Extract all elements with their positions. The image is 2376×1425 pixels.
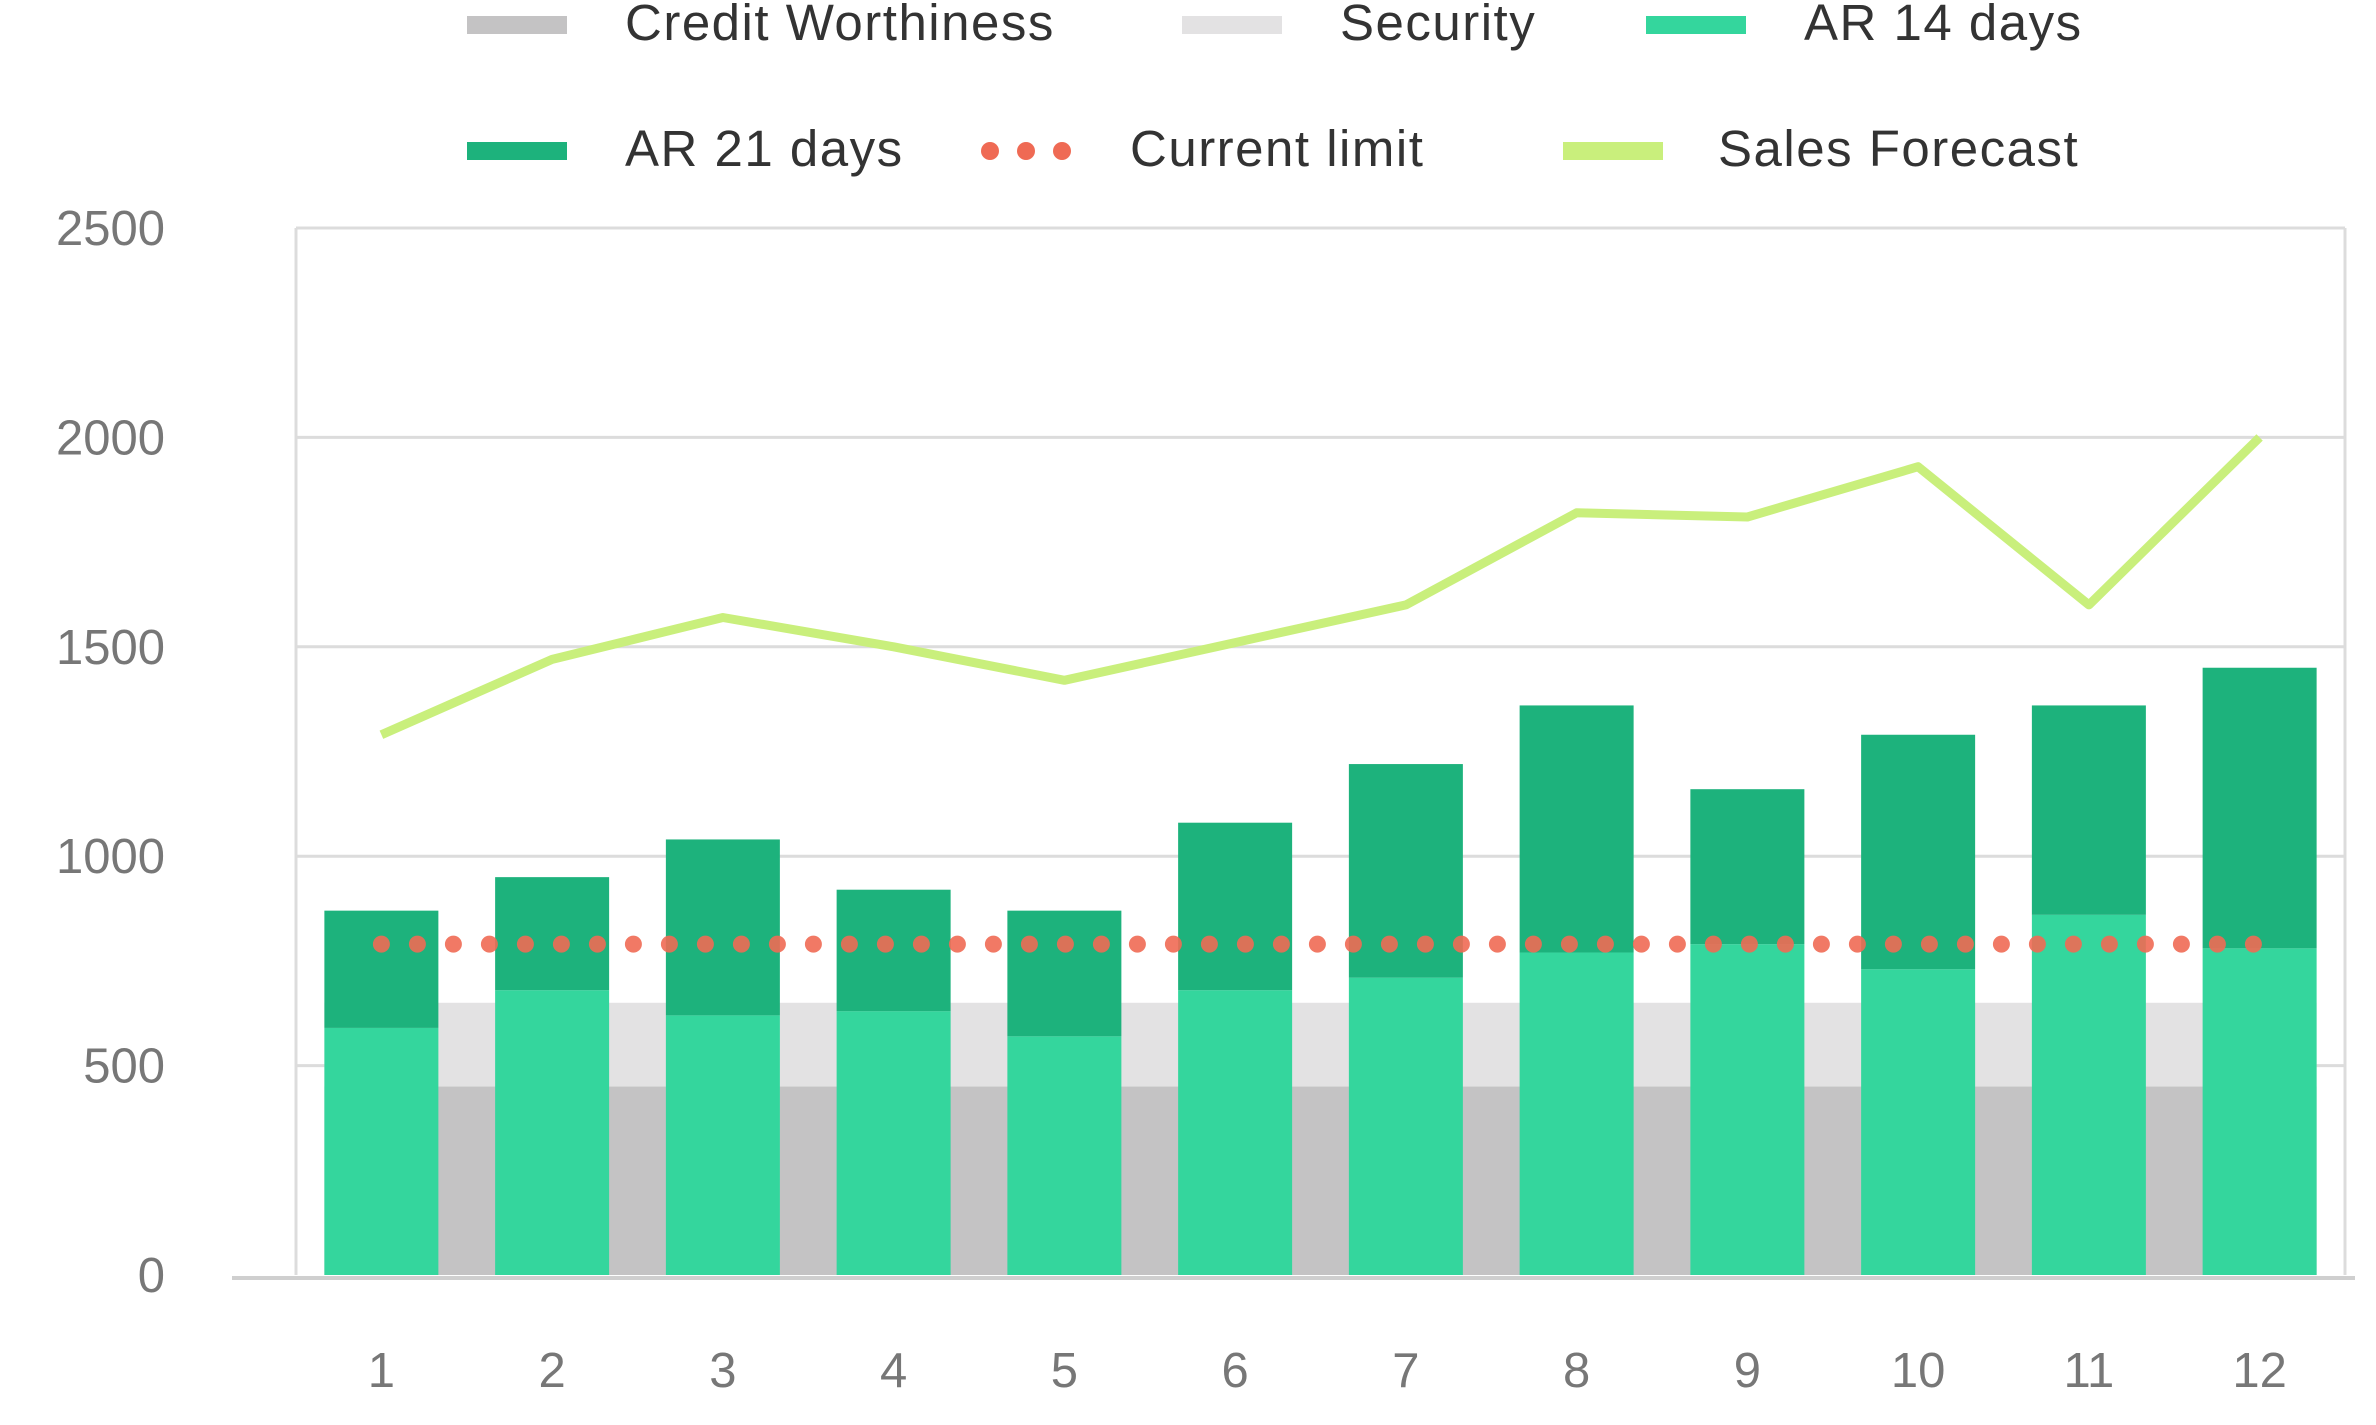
x-tick-label: 10	[1891, 1344, 1946, 1398]
bar-ar-14-days	[2202, 948, 2317, 1275]
x-tick-label: 1	[368, 1344, 395, 1398]
legend-label: AR 21 days	[625, 120, 904, 177]
bar-ar-21-days	[2031, 705, 2146, 915]
y-tick-label: 500	[83, 1040, 165, 1094]
legend-dot	[1017, 142, 1035, 160]
credit-worthiness-band	[324, 1086, 2317, 1275]
bar-ar-21-days	[1178, 822, 1293, 991]
bar-ar-14-days	[836, 1011, 951, 1275]
y-tick-label: 2500	[56, 202, 165, 256]
legend-label: Sales Forecast	[1718, 120, 2079, 177]
y-tick-label: 2000	[56, 411, 165, 465]
lines	[372, 434, 2269, 953]
legend-swatch	[467, 16, 567, 34]
legend-label: Current limit	[1130, 120, 1424, 177]
bar-ar-14-days	[1861, 969, 1976, 1275]
bar-ar-14-days	[1007, 1036, 1122, 1275]
bar-ar-14-days	[665, 1015, 780, 1275]
x-tick-label: 9	[1734, 1344, 1761, 1398]
bar-ar-14-days	[495, 990, 610, 1275]
bar-ar-21-days	[1519, 705, 1634, 953]
x-tick-label: 4	[880, 1344, 907, 1398]
legend: Credit Worthiness Security AR 14 days AR 21…	[467, 0, 2083, 177]
x-tick-label: 5	[1051, 1344, 1078, 1398]
y-tick-label: 1000	[56, 830, 165, 884]
legend-dot	[1053, 142, 1071, 160]
y-tick-label: 1500	[56, 621, 165, 675]
x-tick-label: 8	[1563, 1344, 1590, 1398]
sales-forecast-line	[379, 434, 2263, 739]
bars	[324, 667, 2317, 1275]
bar-ar-14-days	[1178, 990, 1293, 1275]
bar-ar-21-days	[495, 877, 610, 991]
bar-ar-21-days	[1861, 734, 1976, 970]
x-tick-label: 2	[538, 1344, 565, 1398]
bar-ar-21-days	[324, 910, 439, 1028]
bar-ar-14-days	[1519, 952, 1634, 1275]
legend-dot	[981, 142, 999, 160]
bar-ar-14-days	[1348, 977, 1463, 1275]
bar-ar-21-days	[1690, 789, 1805, 945]
x-tick-label: 3	[709, 1344, 736, 1398]
legend-swatch	[1563, 142, 1663, 160]
bar-ar-21-days	[2202, 667, 2317, 949]
y-tick-label: 0	[138, 1249, 165, 1303]
bar-ar-14-days	[1690, 944, 1805, 1275]
bar-ar-21-days	[1348, 764, 1463, 978]
legend-label: Credit Worthiness	[625, 0, 1055, 51]
bar-ar-14-days	[324, 1027, 439, 1275]
x-tick-label: 12	[2232, 1344, 2287, 1398]
x-tick-label: 6	[1221, 1344, 1248, 1398]
legend-swatch	[467, 142, 567, 160]
x-tick-label: 7	[1392, 1344, 1419, 1398]
legend-label: AR 14 days	[1804, 0, 2083, 51]
legend-label: Security	[1340, 0, 1536, 51]
legend-swatch	[1182, 16, 1282, 34]
bar-ar-14-days	[2031, 914, 2146, 1275]
background-bands	[324, 1002, 2317, 1275]
bar-ar-21-days	[665, 839, 780, 1016]
legend-swatch	[1646, 16, 1746, 34]
security-band	[324, 1002, 2317, 1087]
bar-ar-21-days	[836, 889, 951, 1012]
bar-ar-21-days	[1007, 910, 1122, 1037]
x-tick-label: 11	[2063, 1344, 2114, 1398]
